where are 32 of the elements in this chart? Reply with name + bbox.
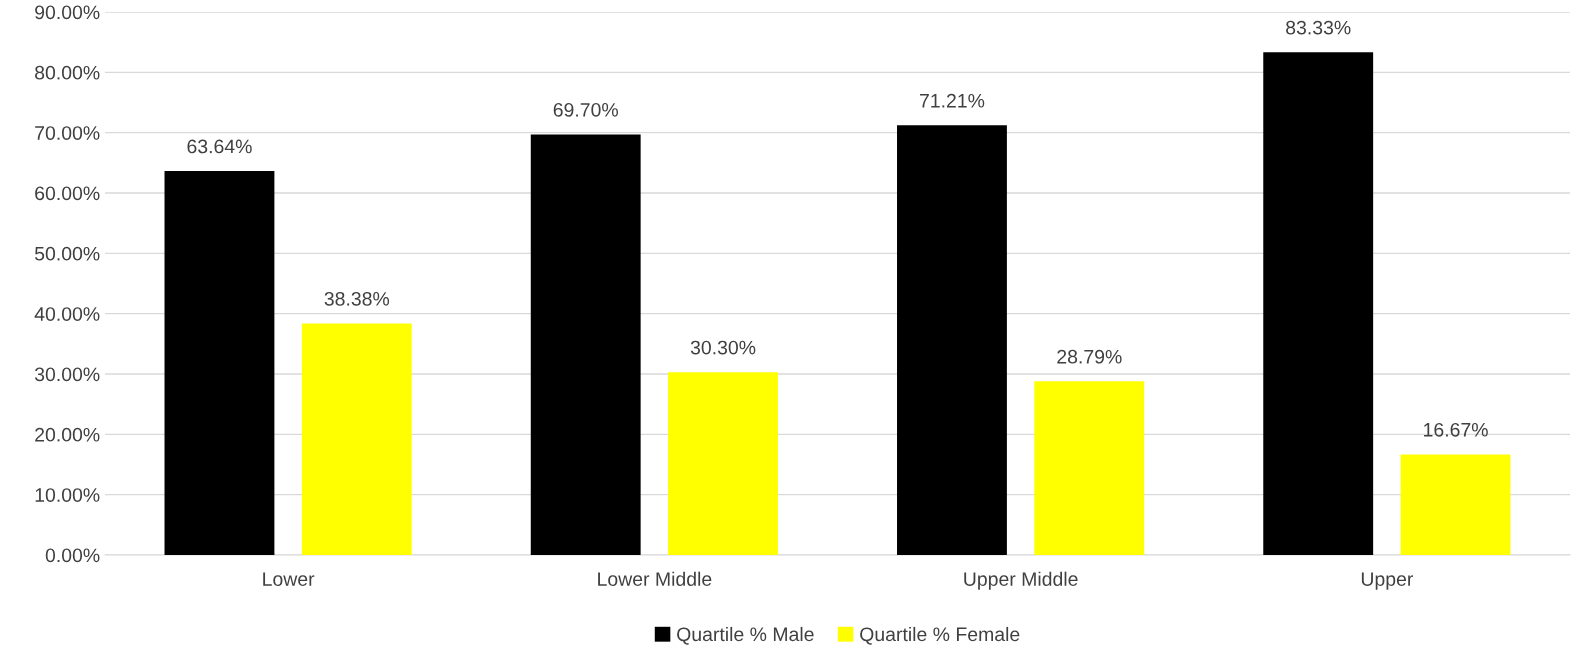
y-tick-label: 60.00% [35, 186, 100, 201]
bar [164, 171, 275, 555]
data-label: 16.67% [1424, 422, 1488, 437]
bar [897, 125, 1007, 555]
legend-label: Quartile % Male [677, 626, 814, 645]
bar [1400, 454, 1511, 555]
x-tick-label: Lower [263, 572, 315, 586]
data-label: 38.38% [324, 291, 390, 306]
x-tick-label: Upper [1361, 572, 1414, 590]
data-label: 83.33% [1286, 20, 1351, 35]
y-tick-label: 10.00% [35, 488, 100, 502]
data-label: 69.70% [553, 102, 618, 117]
bar [1034, 381, 1145, 555]
y-tick-label: 80.00% [35, 65, 100, 80]
data-label: 63.64% [187, 139, 252, 154]
y-tick-label: 50.00% [34, 246, 100, 261]
y-tick-label: 20.00% [35, 427, 100, 442]
y-tick-label: 40.00% [34, 307, 100, 321]
data-label: 30.30% [690, 340, 756, 355]
data-label: 71.21% [919, 93, 985, 108]
bar [530, 134, 641, 555]
bar [1263, 52, 1374, 555]
x-tick-label: Lower Middle [598, 571, 712, 586]
bar [668, 372, 778, 555]
legend-label: Quartile % Female [860, 626, 1020, 645]
data-label: 28.79% [1057, 349, 1122, 364]
x-tick-label: Upper Middle [964, 571, 1078, 590]
y-tick-label: 70.00% [35, 126, 100, 140]
y-tick-label: 90.00% [35, 5, 100, 20]
y-tick-label: 0.00% [45, 548, 100, 563]
y-tick-label: 30.00% [34, 367, 100, 382]
bar [301, 323, 412, 555]
